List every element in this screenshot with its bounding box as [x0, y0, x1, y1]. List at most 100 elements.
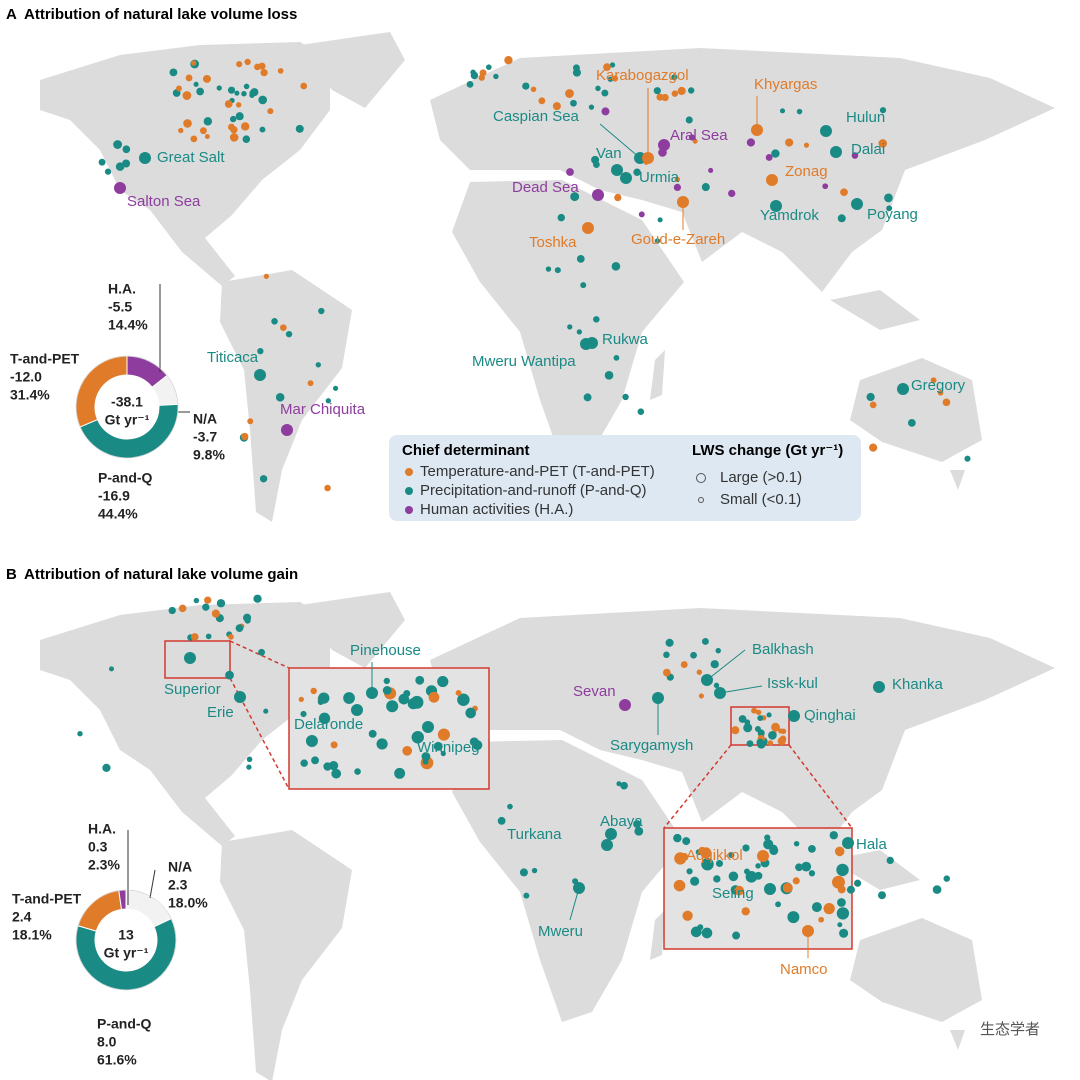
lake-dot	[682, 837, 691, 846]
lake-dot	[254, 63, 261, 71]
lake-dot	[738, 715, 747, 723]
lake-dot	[190, 135, 198, 143]
lake-dot	[688, 134, 696, 141]
lake-dot	[241, 122, 250, 131]
lake-dot	[701, 857, 714, 871]
lake-dot	[807, 844, 816, 853]
lake-dot	[576, 254, 585, 263]
lake-dot	[325, 398, 332, 404]
lake-dot	[168, 606, 176, 615]
lake-dot	[421, 752, 431, 761]
lake-dot	[837, 898, 846, 907]
lake-label: Mweru Wantipa	[472, 353, 576, 370]
lake-dot	[851, 152, 859, 159]
lake-dot	[507, 803, 513, 810]
lake-marker	[820, 125, 832, 137]
lake-dot	[258, 95, 267, 105]
lake-dot	[793, 841, 800, 847]
overlay: Great Salt Salton Sea Titicaca Mar Chiquita…	[10, 67, 966, 1068]
panel-title: Attribution of natural lake volume loss	[24, 6, 297, 23]
lake-dot	[637, 408, 645, 416]
lake-dot	[746, 740, 754, 748]
lake-dot	[234, 90, 240, 96]
lake-dot	[271, 318, 278, 325]
lake-dot	[614, 193, 622, 202]
lake-dot	[415, 675, 425, 685]
legend-label: Temperature-and-PET (T-and-PET)	[420, 463, 655, 480]
donut-value: -3.7	[193, 429, 217, 445]
lake-dot	[685, 116, 693, 124]
lake-dot	[757, 729, 765, 737]
lake-dot	[318, 307, 325, 315]
lake-dot	[225, 670, 234, 680]
lake-dot	[230, 115, 237, 123]
lake-dot	[178, 127, 184, 134]
lake-label: Sarygamysh	[610, 737, 693, 754]
lake-dot	[611, 262, 621, 271]
lake-marker	[281, 424, 293, 436]
lake-dot	[777, 736, 786, 746]
lake-dot	[115, 162, 125, 171]
lake-dot	[792, 877, 800, 885]
lake-dot	[755, 863, 761, 869]
lake-label: Turkana	[507, 826, 562, 843]
lake-marker	[642, 152, 654, 164]
lake-dot	[178, 604, 187, 613]
donut-unit: Gt yr⁻¹	[104, 945, 149, 961]
lake-dot	[519, 868, 528, 877]
lake-dot	[854, 879, 862, 887]
lake-dot	[673, 833, 682, 843]
legend-title: Chief determinant	[402, 442, 530, 459]
lake-dot	[570, 192, 580, 202]
lake-dot	[182, 91, 192, 100]
lake-marker	[714, 687, 726, 699]
lake-dot	[216, 599, 226, 608]
lake-dot	[846, 885, 855, 894]
lake-dot	[878, 891, 886, 900]
lake-label: Aqqikkol	[686, 847, 743, 864]
lake-dot	[545, 266, 552, 272]
lake-dot	[756, 738, 765, 747]
lake-dot	[315, 362, 321, 368]
legend-box	[389, 435, 861, 521]
lake-dot	[682, 910, 693, 921]
lake-dot	[295, 124, 304, 133]
lake-dot	[497, 816, 506, 825]
lake-marker	[764, 883, 776, 895]
lake-dot	[216, 85, 222, 91]
lake-dot	[713, 682, 720, 689]
lake-dot	[572, 68, 581, 77]
lake-dot	[323, 762, 332, 771]
lake-marker	[897, 383, 909, 395]
lake-dot	[661, 93, 669, 102]
lake-dot	[77, 730, 83, 737]
lake-dot	[866, 392, 875, 402]
lake-dot	[229, 133, 239, 142]
legend-size-label: Large (>0.1)	[720, 469, 802, 486]
donut-percent: 31.4%	[10, 387, 50, 403]
legend-size-label: Small (<0.1)	[720, 491, 801, 508]
lake-dot	[616, 781, 622, 787]
lake-label: Hala	[856, 836, 888, 853]
lake-dot	[440, 750, 446, 757]
lake-label: Dalai	[851, 141, 885, 158]
lake-dot	[530, 86, 537, 93]
lake-dot	[235, 102, 242, 108]
lake-dot	[742, 844, 750, 852]
lake-label: Rukwa	[602, 331, 649, 348]
lake-marker	[788, 710, 800, 722]
lake-marker	[366, 687, 378, 699]
lake-dot	[708, 167, 714, 173]
lake-dot	[202, 74, 211, 83]
lake-dot	[330, 741, 338, 749]
donut-percent: 44.4%	[98, 506, 138, 522]
lake-dot	[634, 826, 644, 836]
lake-dot	[674, 176, 681, 183]
lake-dot	[932, 885, 942, 894]
donut-value: 8.0	[97, 1034, 117, 1050]
lake-marker	[770, 200, 782, 212]
lake-dot	[886, 856, 894, 865]
lake-dot	[741, 907, 750, 916]
lake-label: Superior	[164, 681, 221, 698]
